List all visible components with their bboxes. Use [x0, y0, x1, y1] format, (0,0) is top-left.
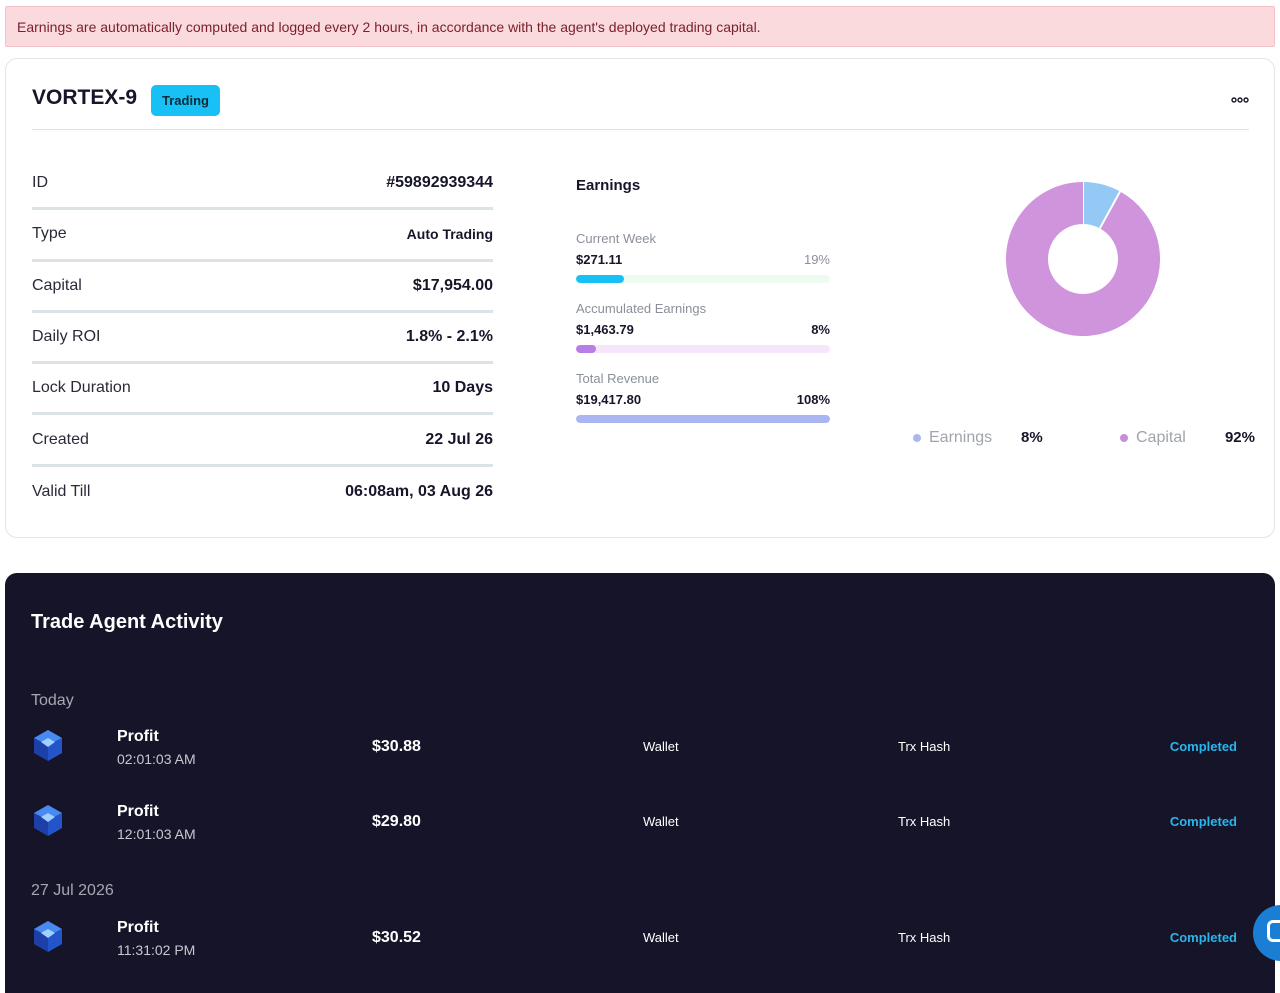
transaction-amount: $30.88 — [372, 738, 421, 755]
trade-activity-panel: Trade Agent Activity Today Profit 02:01:… — [5, 573, 1275, 993]
transaction-row[interactable]: Profit 11:31:02 PM $30.52 Wallet Trx Has… — [31, 919, 1237, 969]
alert-text: Earnings are automatically computed and … — [17, 19, 761, 35]
transaction-amount: $29.80 — [372, 813, 421, 830]
legend-dot — [1120, 434, 1128, 442]
transaction-row[interactable]: Profit 02:01:03 AM $30.88 Wallet Trx Has… — [31, 728, 1237, 778]
transaction-amount: $30.52 — [372, 929, 421, 946]
cube-logo-icon — [31, 919, 65, 953]
progress-track — [576, 345, 830, 353]
status-badge: Trading — [151, 85, 220, 116]
detail-label: ID — [32, 174, 48, 192]
agent-card-header: VORTEX-9 Trading — [32, 83, 1249, 130]
detail-value: 10 Days — [432, 379, 494, 397]
progress-track — [576, 415, 830, 423]
detail-label: Type — [32, 225, 67, 243]
agent-name: VORTEX-9 — [32, 86, 138, 109]
detail-label: Capital — [32, 276, 82, 294]
metric-total-revenue: Total Revenue $19,417.80 108% — [576, 371, 830, 423]
metric-amount: $19,417.80 — [576, 392, 642, 407]
status-completed: Completed — [1169, 739, 1237, 754]
metric-label: Total Revenue — [576, 371, 660, 386]
trx-hash-link[interactable]: Trx Hash — [898, 930, 951, 945]
activity-title: Trade Agent Activity — [31, 611, 223, 633]
progress-fill — [576, 415, 830, 423]
earnings-title: Earnings — [576, 177, 641, 194]
slice-separator — [1098, 191, 1121, 229]
pie-slice-earnings — [1081, 182, 1121, 229]
status-completed: Completed — [1169, 814, 1237, 829]
cube-logo-icon — [31, 728, 65, 762]
detail-value: Auto Trading — [406, 226, 493, 243]
metric-label: Accumulated Earnings — [576, 301, 707, 316]
metric-accumulated-earnings: Accumulated Earnings $1,463.79 8% — [576, 301, 830, 353]
status-completed: Completed — [1169, 930, 1237, 945]
chart-legend: Earnings 8% Capital 92% — [911, 429, 1255, 449]
transaction-time: 11:31:02 PM — [117, 942, 196, 958]
progress-track — [576, 275, 830, 283]
metric-percent: 19% — [803, 252, 830, 267]
group-label: 27 Jul 2026 — [31, 882, 114, 899]
detail-row-type: Type Auto Trading — [32, 210, 493, 262]
trx-hash-link[interactable]: Trx Hash — [898, 814, 951, 829]
detail-row-lock-duration: Lock Duration 10 Days — [32, 364, 494, 416]
agent-card: VORTEX-9 Trading ID #59892939344 Type Au… — [5, 58, 1275, 538]
metric-amount: $1,463.79 — [576, 322, 634, 337]
transaction-type: Profit — [117, 728, 159, 745]
group-label: Today — [31, 692, 74, 709]
more-dots-icon[interactable] — [1231, 91, 1249, 105]
metric-percent: 108% — [796, 392, 830, 407]
metric-label: Current Week — [576, 231, 656, 246]
transaction-row[interactable]: Profit 12:01:03 AM $29.80 Wallet Trx Has… — [31, 803, 1237, 853]
legend-item-capital: Capital — [1120, 429, 1186, 447]
detail-row-created: Created 22 Jul 26 — [32, 415, 493, 467]
metric-percent: 8% — [811, 322, 830, 337]
metric-current-week: Current Week $271.11 19% — [576, 231, 830, 283]
detail-value: $17,954.00 — [412, 276, 493, 294]
donut-chart — [1006, 182, 1160, 336]
legend-label: Capital — [1136, 429, 1186, 446]
detail-row-daily-roi: Daily ROI 1.8% - 2.1% — [32, 313, 493, 365]
legend-item-earnings: Earnings — [913, 429, 992, 447]
transaction-time: 02:01:03 AM — [117, 751, 196, 767]
detail-label: Created — [32, 430, 89, 448]
detail-label: Lock Duration — [32, 379, 131, 397]
metric-amount: $271.11 — [576, 252, 623, 267]
detail-value: #59892939344 — [386, 174, 493, 192]
legend-value: 92% — [1224, 429, 1255, 446]
detail-row-id: ID #59892939344 — [32, 159, 493, 211]
progress-fill — [576, 275, 625, 283]
agent-details: ID #59892939344 Type Auto Trading Capita… — [32, 159, 493, 518]
detail-value: 22 Jul 26 — [425, 430, 493, 448]
transaction-type: Profit — [117, 803, 159, 820]
pie-slice-capital — [1006, 182, 1160, 336]
legend-label: Earnings — [929, 429, 993, 446]
trx-hash-link[interactable]: Trx Hash — [898, 739, 951, 754]
detail-row-valid-till: Valid Till 06:08am, 03 Aug 26 — [32, 467, 493, 518]
progress-fill — [576, 345, 597, 353]
detail-value: 06:08am, 03 Aug 26 — [345, 483, 493, 501]
info-alert: Earnings are automatically computed and … — [5, 6, 1275, 47]
wallet-link[interactable]: Wallet — [643, 814, 679, 829]
wallet-link[interactable]: Wallet — [643, 930, 679, 945]
earnings-panel: Earnings Current Week $271.11 19% Accumu… — [576, 177, 830, 441]
legend-value: 8% — [1021, 429, 1043, 446]
transaction-type: Profit — [117, 919, 159, 936]
detail-row-capital: Capital $17,954.00 — [32, 262, 493, 313]
wallet-link[interactable]: Wallet — [643, 739, 679, 754]
cube-logo-icon — [31, 803, 65, 837]
detail-label: Valid Till — [32, 483, 91, 501]
detail-label: Daily ROI — [32, 328, 101, 346]
detail-value: 1.8% - 2.1% — [405, 328, 493, 346]
transaction-time: 12:01:03 AM — [117, 826, 196, 842]
legend-dot — [913, 434, 921, 442]
